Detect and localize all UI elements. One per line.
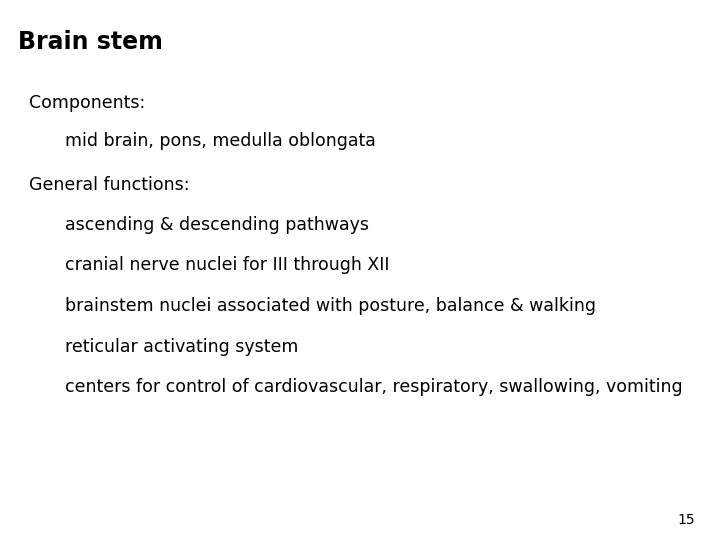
Text: mid brain, pons, medulla oblongata: mid brain, pons, medulla oblongata xyxy=(65,132,376,150)
Text: 15: 15 xyxy=(678,512,695,526)
Text: ascending & descending pathways: ascending & descending pathways xyxy=(65,216,369,234)
Text: centers for control of cardiovascular, respiratory, swallowing, vomiting: centers for control of cardiovascular, r… xyxy=(65,378,683,396)
Text: General functions:: General functions: xyxy=(29,176,189,193)
Text: cranial nerve nuclei for III through XII: cranial nerve nuclei for III through XII xyxy=(65,256,390,274)
Text: brainstem nuclei associated with posture, balance & walking: brainstem nuclei associated with posture… xyxy=(65,297,596,315)
Text: Components:: Components: xyxy=(29,94,145,112)
Text: Brain stem: Brain stem xyxy=(18,30,163,53)
Text: reticular activating system: reticular activating system xyxy=(65,338,298,355)
